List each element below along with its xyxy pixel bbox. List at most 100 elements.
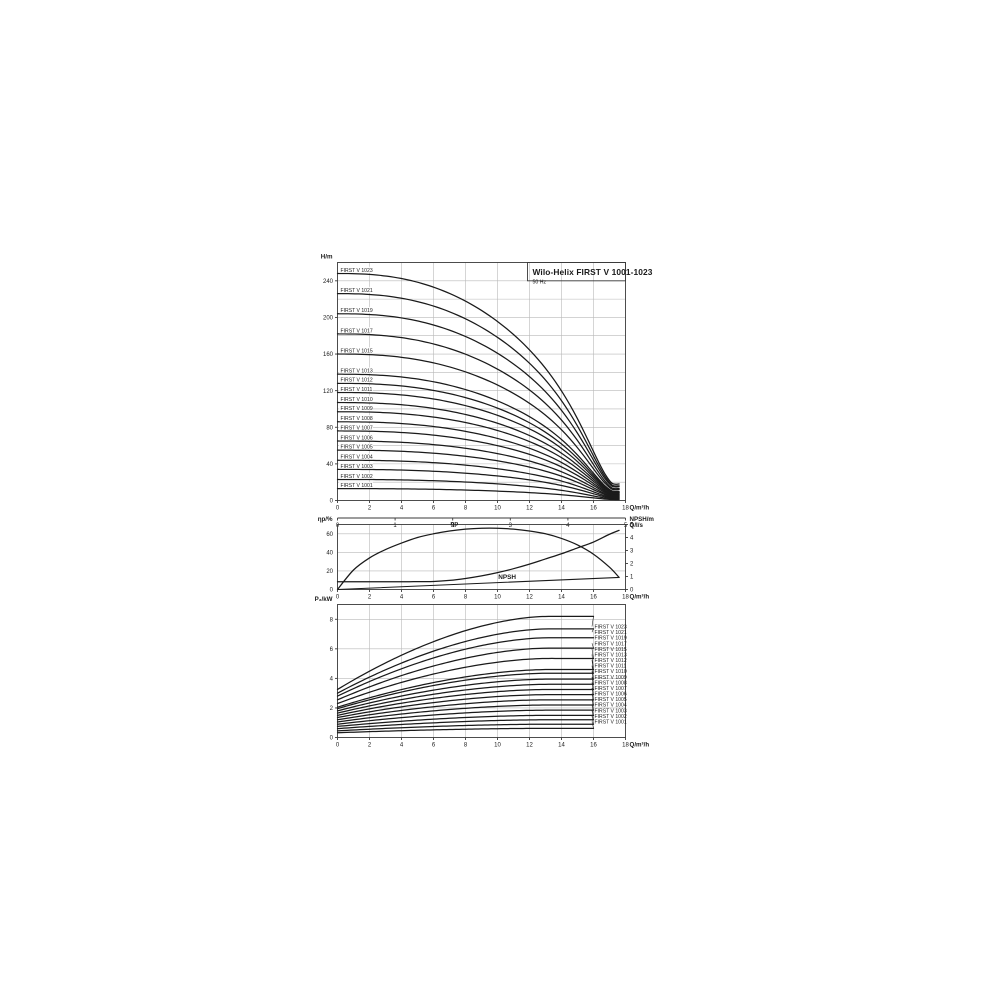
head-curve: [336, 313, 620, 488]
head-curve-label: FIRST V 1015: [341, 348, 373, 354]
power-label-leader: [591, 659, 594, 674]
y-axis-tick-npsh: 5: [630, 523, 634, 529]
head-curve: [336, 468, 620, 499]
x-axis-tick-head: 4: [400, 506, 404, 512]
power-curve-label: FIRST V 1012: [595, 658, 627, 664]
head-plot-frame: [337, 262, 626, 501]
head-curve: [336, 391, 620, 494]
y-axis-tick-power: 8: [330, 617, 334, 623]
power-curve-label: FIRST V 1010: [595, 669, 627, 675]
x-axis-tick-efficiency: 10: [494, 595, 501, 601]
x-axis-label-ls: Q/l/s: [630, 522, 644, 529]
head-curve: [336, 487, 620, 501]
power-curve-label: FIRST V 1006: [595, 692, 627, 698]
head-curve-label: FIRST V 1009: [341, 406, 373, 412]
x-axis-tick-power: 10: [494, 743, 501, 749]
power-label-leader: [591, 648, 594, 659]
page-title: Wilo-Helix FIRST V 1001-1023: [533, 267, 653, 277]
y-axis-tick-power: 4: [330, 677, 334, 683]
power-curve: [336, 714, 595, 728]
x-axis-tick-efficiency: 18: [622, 595, 629, 601]
y-axis-tick-head: 0: [330, 499, 334, 505]
curve-label-backing: [339, 404, 373, 412]
title-block: [527, 262, 626, 282]
head-curve-label: FIRST V 1008: [341, 416, 373, 422]
x-axis-tick-power: 12: [526, 743, 533, 749]
x-axis-label-head: Q/m³/h: [630, 505, 650, 512]
curve-label-backing: [339, 424, 373, 431]
power-label-leader: [591, 671, 594, 685]
power-curve-label: FIRST V 1017: [595, 641, 627, 647]
head-curve-label: FIRST V 1010: [341, 397, 373, 403]
power-curve: [336, 678, 595, 712]
head-curve-label: FIRST V 1013: [341, 369, 373, 375]
power-curve: [336, 704, 595, 723]
x-axis-tick-head: 2: [368, 506, 372, 512]
y-axis-label-npsh: NPSH/m: [630, 516, 655, 523]
x-axis-tick-efficiency: 16: [590, 595, 597, 601]
x-axis-label-power: Q/m³/h: [630, 742, 650, 749]
curve-label-backing: [339, 481, 373, 488]
power-curve: [336, 688, 595, 716]
head-curve: [336, 373, 620, 493]
head-curve: [336, 459, 620, 499]
x-axis-tick-head: 16: [590, 506, 597, 512]
y-axis-tick-efficiency: 0: [330, 588, 334, 594]
power-curve: [336, 668, 595, 708]
y-axis-tick-npsh: 0: [630, 588, 634, 594]
efficiency-plot-frame: [337, 524, 626, 590]
y-axis-tick-head: 200: [323, 316, 334, 322]
y-axis-tick-power: 2: [330, 706, 334, 712]
x-axis-tick-ls: 3: [509, 523, 513, 529]
head-curve: [336, 353, 620, 491]
x-axis-tick-power: 6: [432, 743, 436, 749]
power-curve: [336, 657, 595, 705]
head-curve: [336, 440, 620, 497]
x-axis-tick-head: 6: [432, 506, 436, 512]
curve-label-backing: [339, 306, 373, 314]
curve-label-backing: [339, 385, 373, 392]
head-curve-label: FIRST V 1003: [341, 464, 373, 470]
head-curve-label: FIRST V 1006: [341, 435, 373, 441]
y-axis-tick-npsh: 1: [630, 575, 634, 581]
head-curve: [336, 430, 620, 497]
power-label-leader: [591, 643, 594, 649]
curve-label-backing: [339, 453, 373, 460]
head-curve-label: FIRST V 1007: [341, 425, 373, 431]
power-curve: [336, 615, 595, 691]
x-axis-tick-head: 10: [494, 506, 501, 512]
power-label-leader: [591, 628, 594, 633]
x-axis-tick-power: 8: [464, 743, 468, 749]
power-curve-label: FIRST V 1001: [595, 720, 627, 726]
npsh-reference-line: [336, 576, 620, 591]
y-axis-tick-power: 6: [330, 647, 334, 653]
curve-label-backing: [339, 414, 373, 422]
power-curve-label: FIRST V 1007: [595, 686, 627, 692]
curve-label-backing: [339, 462, 373, 469]
y-axis-tick-efficiency: 20: [326, 569, 333, 575]
power-curve: [336, 699, 595, 721]
power-label-leader: [591, 704, 594, 716]
power-curve-label: FIRST V 1019: [595, 636, 627, 642]
power-curve-label: FIRST V 1021: [595, 630, 627, 636]
x-axis-tick-head: 0: [336, 506, 340, 512]
power-label-leader: [591, 687, 594, 700]
efficiency-curve: [336, 527, 620, 591]
x-axis-tick-head: 12: [526, 506, 533, 512]
curve-label-backing: [339, 434, 373, 441]
power-curve: [336, 723, 595, 732]
power-curve: [336, 727, 595, 734]
x-axis-tick-power: 2: [368, 743, 372, 749]
npsh-curve: [336, 529, 620, 583]
head-curve: [336, 478, 620, 500]
x-axis-tick-ls: 2: [451, 523, 455, 529]
x-axis-tick-head: 14: [558, 506, 565, 512]
x-axis-tick-power: 4: [400, 743, 404, 749]
y-axis-label-efficiency: ηp/%: [318, 516, 333, 523]
x-axis-tick-efficiency: 2: [368, 595, 372, 601]
y-axis-label-power: P₂/kW: [315, 596, 333, 603]
curve-label-backing: [339, 395, 373, 402]
